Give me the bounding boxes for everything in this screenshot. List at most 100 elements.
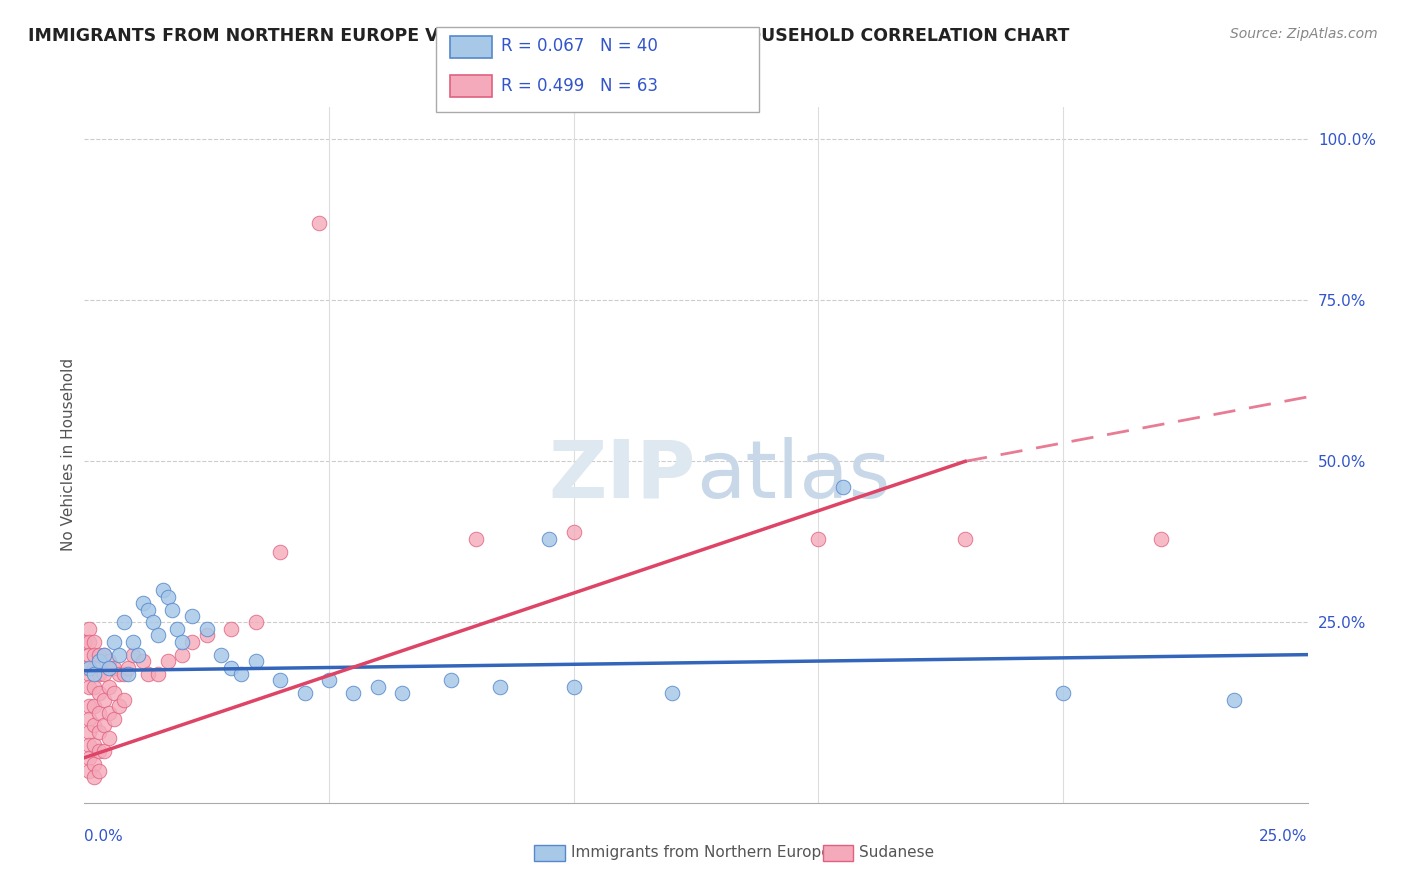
Y-axis label: No Vehicles in Household: No Vehicles in Household	[60, 359, 76, 551]
Point	[807, 532, 830, 546]
Text: R = 0.067   N = 40: R = 0.067 N = 40	[501, 37, 658, 55]
Point	[93, 648, 115, 662]
Point	[132, 654, 155, 668]
Point	[122, 648, 145, 662]
Point	[294, 686, 316, 700]
Point	[93, 718, 115, 732]
Point	[77, 680, 100, 694]
Point	[661, 686, 683, 700]
Text: R = 0.499   N = 63: R = 0.499 N = 63	[501, 77, 658, 95]
Point	[122, 634, 145, 648]
Point	[269, 544, 291, 558]
Point	[440, 673, 463, 688]
Point	[87, 686, 110, 700]
Point	[77, 738, 100, 752]
Point	[195, 628, 218, 642]
Point	[97, 654, 120, 668]
Point	[269, 673, 291, 688]
Point	[318, 673, 340, 688]
Point	[77, 699, 100, 714]
Point	[1052, 686, 1074, 700]
Point	[103, 634, 125, 648]
Point	[245, 654, 267, 668]
Text: Source: ZipAtlas.com: Source: ZipAtlas.com	[1230, 27, 1378, 41]
Point	[142, 615, 165, 630]
Point	[77, 725, 100, 739]
Point	[146, 667, 169, 681]
Point	[97, 731, 120, 746]
Point	[97, 660, 120, 674]
Point	[464, 532, 486, 546]
Point	[308, 216, 330, 230]
Point	[127, 648, 149, 662]
Point	[83, 770, 105, 784]
Point	[93, 648, 115, 662]
Point	[87, 667, 110, 681]
Point	[152, 583, 174, 598]
Point	[146, 628, 169, 642]
Point	[77, 667, 100, 681]
Text: 0.0%: 0.0%	[84, 829, 124, 844]
Point	[87, 706, 110, 720]
Point	[136, 602, 159, 616]
Point	[107, 667, 129, 681]
Point	[83, 667, 105, 681]
Point	[83, 680, 105, 694]
Point	[117, 660, 139, 674]
Point	[172, 648, 194, 662]
Point	[103, 660, 125, 674]
Point	[391, 686, 413, 700]
Point	[562, 680, 585, 694]
Point	[77, 712, 100, 726]
Point	[87, 764, 110, 778]
Point	[1150, 532, 1173, 546]
Point	[77, 660, 100, 674]
Point	[83, 648, 105, 662]
Point	[77, 648, 100, 662]
Point	[77, 622, 100, 636]
Point	[229, 667, 252, 681]
Point	[112, 667, 135, 681]
Point	[97, 680, 120, 694]
Point	[87, 654, 110, 668]
Point	[83, 738, 105, 752]
Point	[172, 634, 194, 648]
Point	[156, 654, 179, 668]
Point	[538, 532, 561, 546]
Point	[77, 764, 100, 778]
Point	[103, 712, 125, 726]
Text: Immigrants from Northern Europe: Immigrants from Northern Europe	[571, 846, 831, 860]
Point	[136, 667, 159, 681]
Point	[107, 648, 129, 662]
Point	[73, 634, 96, 648]
Point	[87, 648, 110, 662]
Text: 25.0%: 25.0%	[1260, 829, 1308, 844]
Point	[93, 744, 115, 758]
Text: atlas: atlas	[696, 437, 890, 515]
Point	[132, 596, 155, 610]
Point	[181, 609, 204, 624]
Point	[162, 602, 184, 616]
Point	[117, 667, 139, 681]
Point	[245, 615, 267, 630]
Point	[166, 622, 188, 636]
Point	[156, 590, 179, 604]
Point	[83, 757, 105, 772]
Point	[107, 699, 129, 714]
Point	[181, 634, 204, 648]
Point	[87, 744, 110, 758]
Point	[97, 706, 120, 720]
Point	[489, 680, 512, 694]
Point	[83, 634, 105, 648]
Text: IMMIGRANTS FROM NORTHERN EUROPE VS SUDANESE NO VEHICLES IN HOUSEHOLD CORRELATION: IMMIGRANTS FROM NORTHERN EUROPE VS SUDAN…	[28, 27, 1070, 45]
Point	[219, 660, 242, 674]
Text: Sudanese: Sudanese	[859, 846, 934, 860]
Point	[83, 660, 105, 674]
Text: ZIP: ZIP	[548, 437, 696, 515]
Point	[83, 718, 105, 732]
Point	[112, 692, 135, 706]
Point	[1223, 692, 1246, 706]
Point	[209, 648, 232, 662]
Point	[93, 692, 115, 706]
Point	[77, 750, 100, 764]
